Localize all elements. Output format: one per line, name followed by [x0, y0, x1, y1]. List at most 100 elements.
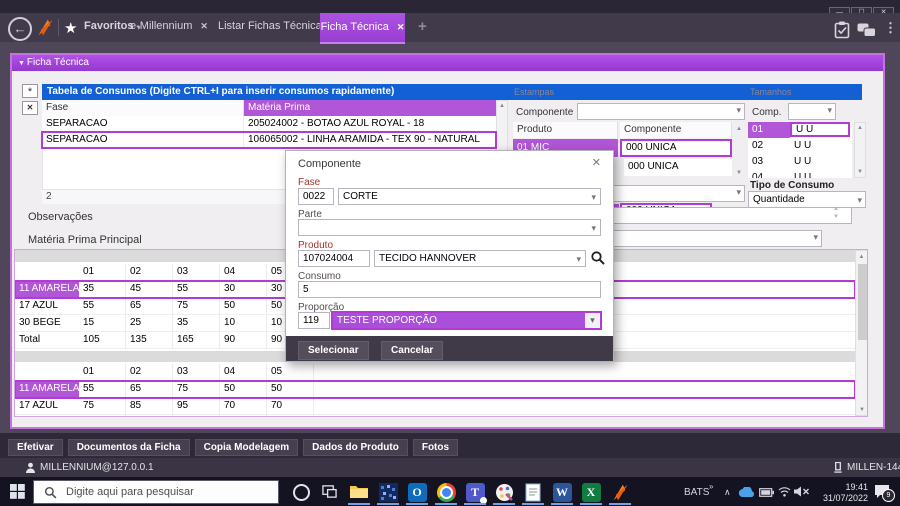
tamanhos-scrollbar[interactable]: ▲ ▼	[854, 122, 866, 178]
tipo-consumo-select[interactable]: Quantidade ▾	[748, 191, 866, 208]
scroll-down-icon[interactable]: ▼	[859, 407, 865, 413]
scroll-down-icon[interactable]: ▼	[736, 170, 742, 176]
tray-overflow-icon[interactable]: »	[709, 482, 714, 491]
word-icon[interactable]: W	[548, 480, 576, 504]
produto-select[interactable]: TECIDO HANNOVER ▾	[374, 250, 586, 267]
volume-muted-icon[interactable]	[794, 486, 810, 500]
observacoes-label: Observações	[28, 211, 93, 223]
clipboard-icon[interactable]	[834, 21, 850, 39]
section-header[interactable]: ▼ Ficha Técnica	[12, 55, 883, 71]
fase-select[interactable]: CORTE ▾	[338, 188, 601, 205]
tab-bar	[0, 13, 900, 42]
tamanhos-table: 01 U U 02 U U 03 U U 04 U U	[748, 122, 852, 178]
produto-code-input[interactable]: 107024004	[298, 250, 370, 267]
selecionar-button[interactable]: Selecionar	[298, 341, 369, 360]
scroll-up-icon[interactable]: ▲	[499, 103, 505, 109]
grid-row[interactable]: 30 BEGE 35 45 55 30 30	[15, 415, 855, 416]
onedrive-icon[interactable]	[738, 487, 754, 498]
wifi-icon[interactable]	[778, 486, 791, 497]
grid-header-row: 01 02 03 04 05	[15, 364, 855, 381]
estampas-col-produto[interactable]: Produto	[513, 122, 618, 138]
excel-icon[interactable]: X	[577, 480, 605, 504]
tray-app-label[interactable]: BATS	[684, 487, 710, 498]
pinned-app-icon[interactable]	[374, 480, 402, 504]
spinner-up-icon[interactable]: ▲	[833, 206, 839, 212]
divider	[58, 19, 59, 36]
estampas-col-componente[interactable]: Componente	[620, 122, 732, 138]
file-explorer-icon[interactable]	[345, 480, 373, 504]
parte-select[interactable]: ▾	[298, 219, 601, 236]
millennium-app-icon[interactable]	[606, 480, 634, 504]
documentos-button[interactable]: Documentos da Ficha	[67, 439, 190, 456]
scroll-up-icon[interactable]: ▲	[858, 254, 865, 260]
efetivar-button[interactable]: Efetivar	[8, 439, 63, 456]
table-row[interactable]: 04 U U	[752, 172, 812, 178]
paint-icon[interactable]	[490, 480, 518, 504]
action-center-icon[interactable]: 9	[874, 484, 895, 502]
grid-row[interactable]: 17 AZUL 75 85 95 70 70	[15, 398, 855, 415]
star-icon[interactable]: ★	[64, 20, 78, 37]
dados-produto-button[interactable]: Dados do Produto	[303, 439, 408, 456]
scroll-down-icon[interactable]: ▼	[857, 169, 863, 175]
estampas-row-componente[interactable]: 000 UNICA	[620, 139, 732, 157]
search-icon[interactable]	[590, 250, 606, 266]
tab-ficha-tecnica[interactable]: Ficha Técnica ✕	[320, 13, 405, 42]
kebab-menu-icon[interactable]: ⋮	[884, 20, 897, 35]
chevron-down-icon: ▾	[585, 313, 600, 328]
spinner-down-icon[interactable]: ▼	[833, 214, 839, 220]
machine-name: MILLEN-14492	[847, 462, 900, 473]
outlook-icon[interactable]: O	[403, 480, 431, 504]
estampas-componente-select[interactable]: ▾	[577, 103, 745, 120]
delete-row-button[interactable]: ✕	[22, 101, 38, 115]
scrollbar-thumb[interactable]	[858, 264, 867, 340]
table-row[interactable]: 01 U U	[748, 122, 852, 138]
insert-row-button[interactable]: *	[22, 84, 38, 98]
tab-close-icon[interactable]: ✕	[396, 22, 405, 32]
grid-row-selected[interactable]: 11 AMARELA 55 65 75 50 50	[15, 380, 856, 399]
proporcao-code-input[interactable]: 119	[298, 312, 330, 329]
copia-modelagem-button[interactable]: Copia Modelagem	[194, 439, 299, 456]
task-view-icon[interactable]	[322, 484, 337, 499]
notepad-icon[interactable]	[519, 480, 547, 504]
window-titlebar	[0, 0, 900, 13]
chat-icon[interactable]	[857, 23, 876, 38]
millennium-logo-icon[interactable]	[36, 18, 55, 37]
proporcao-select[interactable]: TESTE PROPORÇÃO ▾	[331, 311, 602, 330]
favorites-menu[interactable]: Favoritos	[84, 20, 134, 32]
cancelar-button[interactable]: Cancelar	[381, 341, 444, 360]
tamanhos-comp-select[interactable]: ▾	[788, 103, 836, 120]
fotos-button[interactable]: Fotos	[412, 439, 459, 456]
chrome-icon[interactable]	[432, 480, 460, 504]
battery-icon[interactable]	[759, 488, 774, 497]
taskbar-clock[interactable]: 19:41 31/07/2022	[816, 482, 868, 504]
close-icon[interactable]: ✕	[591, 157, 601, 169]
hidden-icons-chevron[interactable]: ∧	[724, 487, 731, 497]
start-button-icon[interactable]	[10, 484, 25, 499]
table-row[interactable]: 03 U U	[752, 156, 812, 167]
parte-label: Parte	[298, 209, 322, 220]
scroll-up-icon[interactable]: ▲	[857, 125, 863, 131]
new-tab-icon[interactable]: +	[418, 18, 427, 35]
user-icon	[25, 462, 36, 473]
tab-close-icon[interactable]: ✕	[200, 21, 208, 31]
taskbar-search[interactable]	[33, 480, 279, 504]
column-header-fase[interactable]: Fase	[42, 100, 244, 116]
chevron-down-icon[interactable]: ▾	[137, 25, 141, 32]
grade-scrollbar[interactable]: ▲ ▼	[855, 250, 867, 416]
search-input[interactable]	[64, 485, 268, 499]
estampas-row2-componente[interactable]: 000 UNICA	[624, 159, 732, 176]
cortana-icon[interactable]	[293, 484, 310, 501]
tab-e-millennium[interactable]: e-Millennium ✕	[130, 20, 208, 32]
back-icon[interactable]: ←	[8, 17, 32, 41]
table-row[interactable]: 02 U U	[752, 140, 812, 151]
teams-icon[interactable]: T	[461, 480, 489, 504]
table-row-selected[interactable]: SEPARACAO 106065002 - LINHA ARAMIDA - TE…	[41, 131, 497, 149]
dialog-title: Componente	[298, 158, 361, 170]
consumo-input[interactable]: 5	[298, 281, 601, 298]
table-row[interactable]: SEPARACAO 205024002 - BOTAO AZUL ROYAL -…	[42, 116, 496, 132]
chevron-down-icon: ▾	[591, 223, 596, 233]
fase-code-input[interactable]: 0022	[298, 188, 334, 205]
scroll-up-icon[interactable]: ▲	[736, 126, 742, 132]
column-header-materia-prima[interactable]: Matéria Prima	[244, 100, 496, 116]
chevron-down-icon: ▾	[857, 195, 862, 205]
